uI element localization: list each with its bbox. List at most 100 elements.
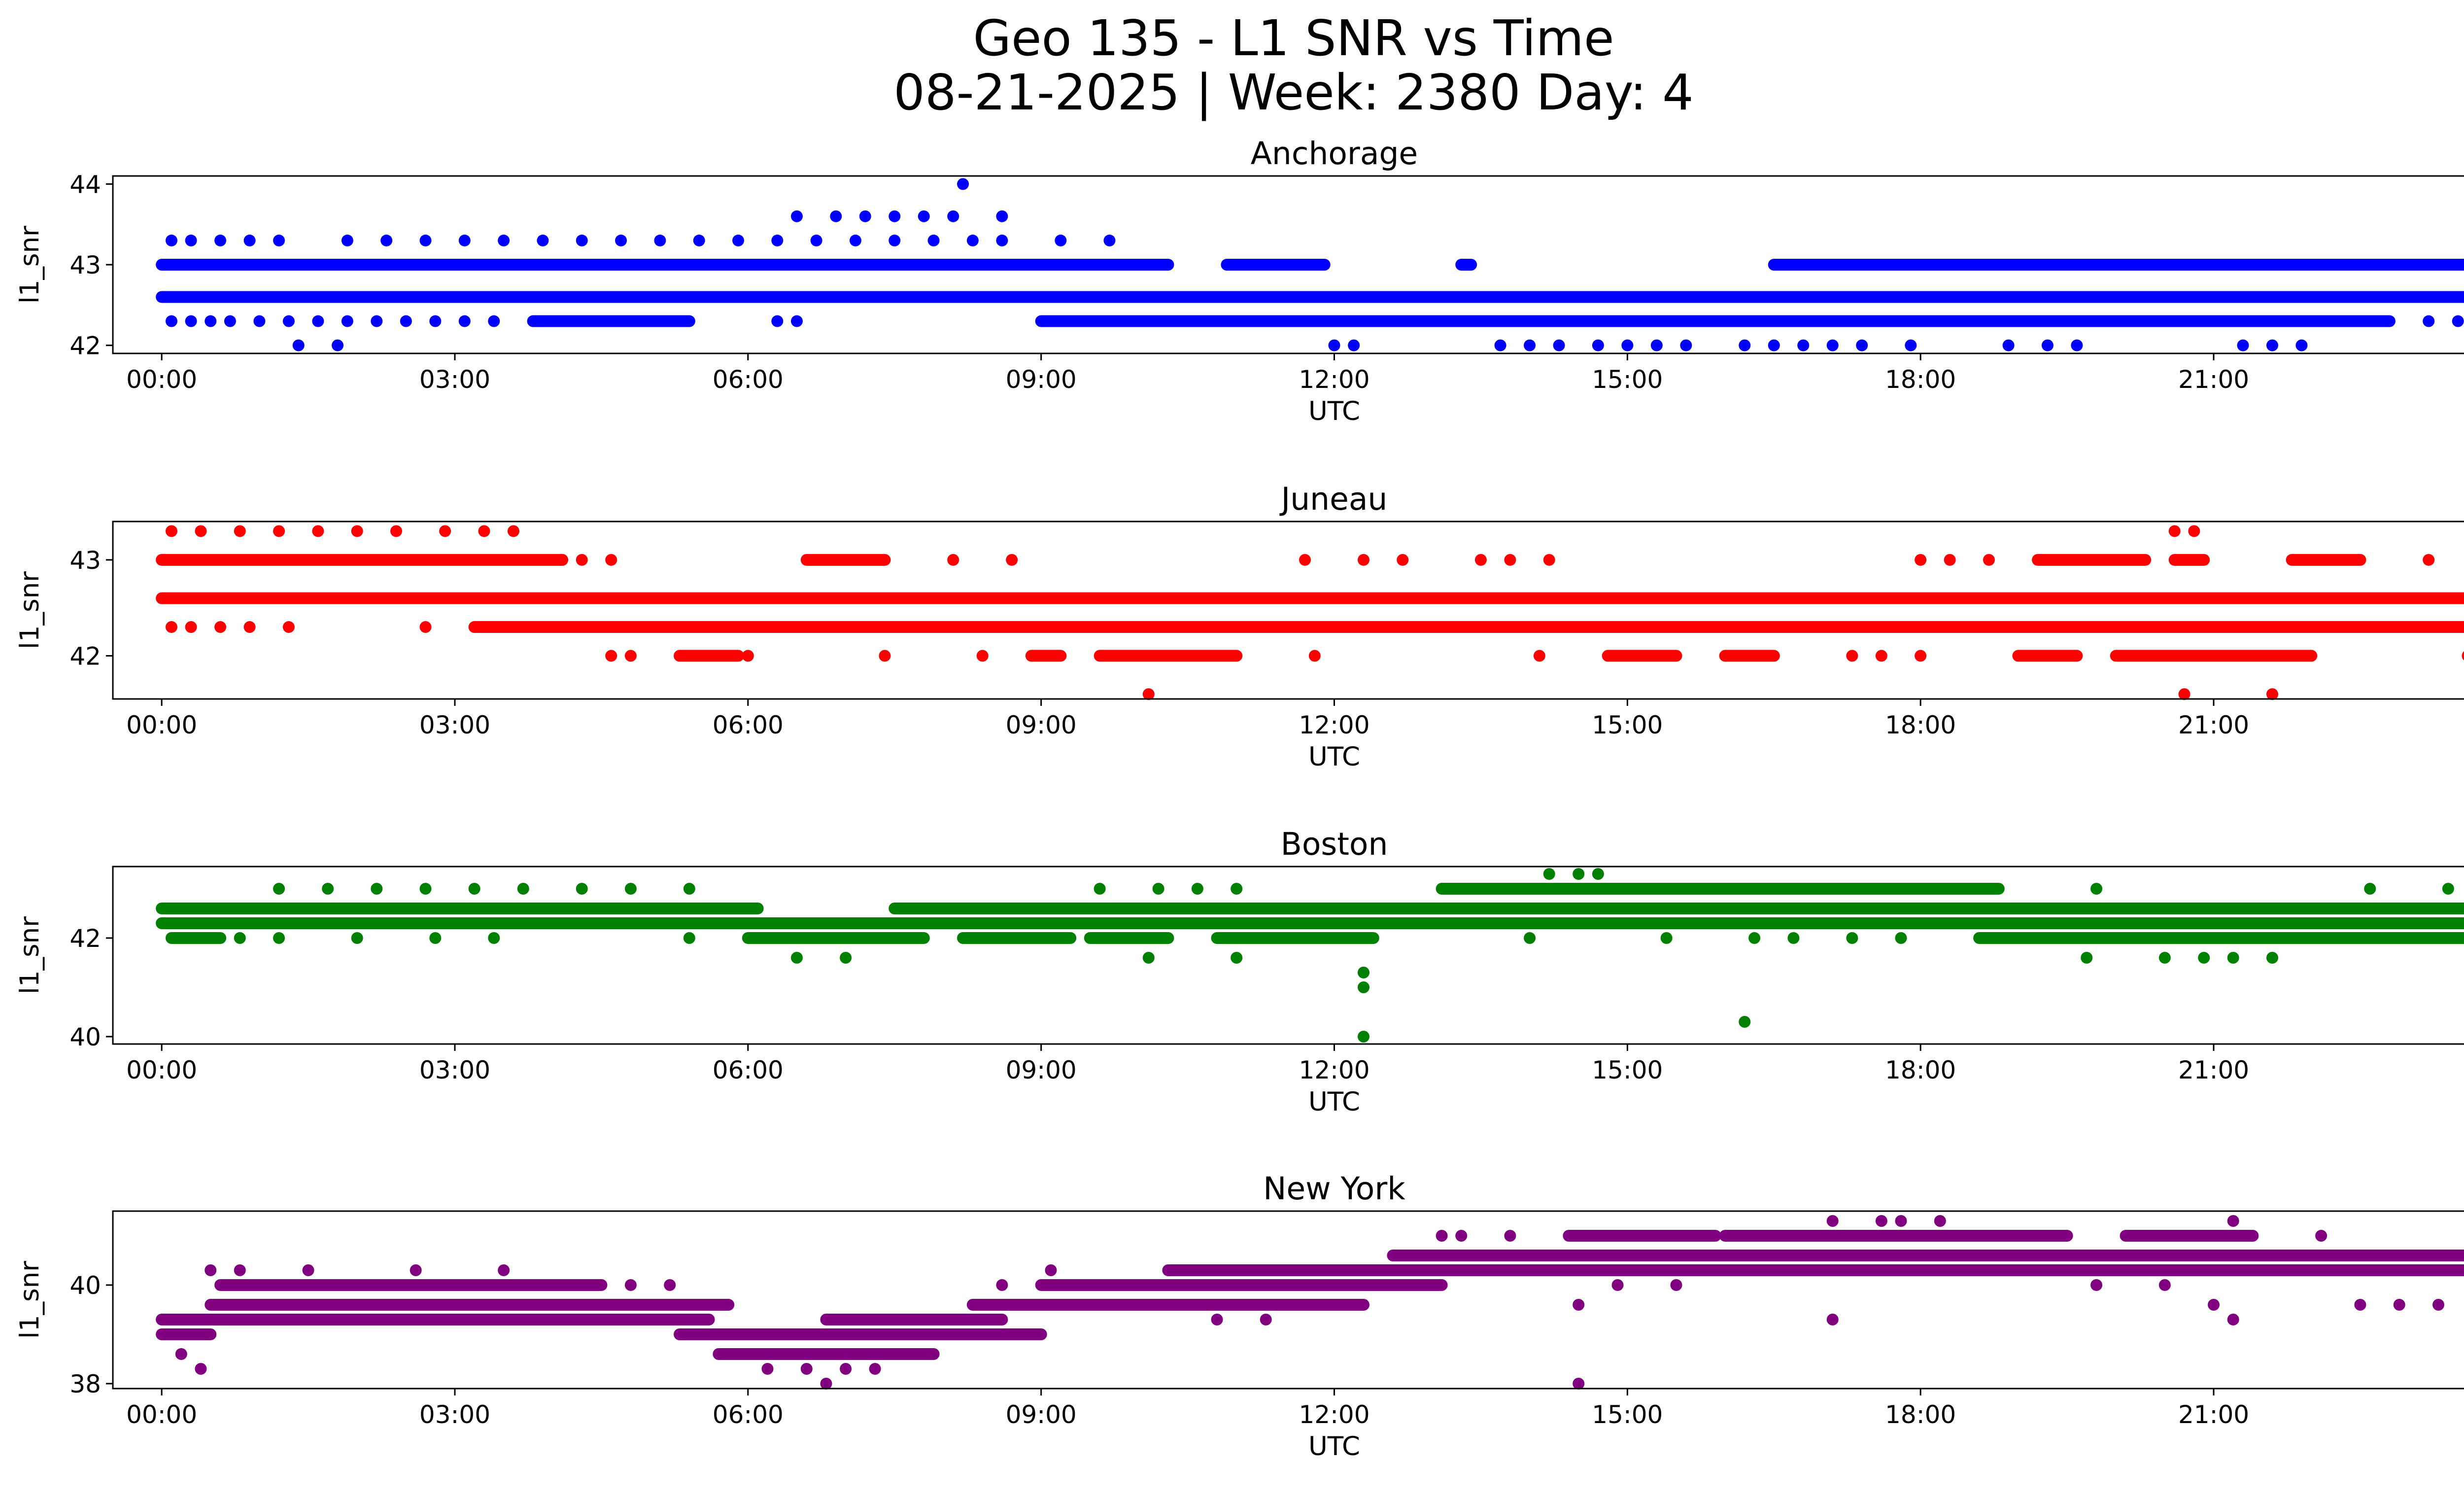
data-point	[947, 554, 959, 566]
data-band	[2120, 1230, 2259, 1242]
data-point	[498, 1264, 510, 1276]
x-tick-label: 09:00	[1006, 1056, 1077, 1084]
figure-subtitle: 08-21-2025 | Week: 2380 Day: 4	[893, 64, 1693, 121]
data-point	[537, 234, 549, 246]
data-point	[996, 1279, 1008, 1291]
data-band	[527, 315, 695, 327]
data-band	[156, 1328, 217, 1340]
data-point	[2462, 1251, 2464, 1260]
data-point	[1826, 1314, 1839, 1325]
data-point	[2354, 1299, 2366, 1311]
data-point	[488, 932, 500, 944]
data-point	[2227, 1314, 2239, 1325]
y-axis-label: l1_snr	[15, 916, 45, 994]
data-point	[1680, 339, 1692, 351]
data-point	[429, 315, 442, 327]
x-tick-label: 18:00	[1885, 1400, 1956, 1429]
data-band	[1094, 650, 1243, 662]
data-point	[2168, 525, 2181, 537]
x-tick-label: 12:00	[1299, 1400, 1369, 1429]
data-point	[1758, 1230, 1770, 1242]
data-point	[683, 932, 695, 944]
y-tick-label: 43	[69, 251, 101, 279]
data-point	[849, 234, 861, 246]
data-point	[195, 525, 207, 537]
data-point	[1739, 339, 1751, 351]
data-point	[380, 234, 393, 246]
data-point	[889, 210, 901, 222]
data-point	[1826, 1215, 1839, 1227]
data-point	[458, 315, 471, 327]
data-point	[957, 178, 969, 190]
data-band	[1162, 1264, 2464, 1276]
data-point	[1191, 883, 1203, 895]
data-point	[2237, 339, 2249, 351]
data-point	[1142, 952, 1155, 964]
data-band	[1719, 1230, 2073, 1242]
data-band	[1211, 932, 1379, 944]
data-point	[771, 234, 784, 246]
x-tick-label: 18:00	[1885, 711, 1956, 739]
data-point	[605, 650, 617, 662]
y-tick-label: 42	[69, 332, 101, 360]
data-point	[282, 315, 295, 327]
data-point	[2002, 339, 2015, 351]
data-point	[2383, 1250, 2396, 1261]
data-point	[1826, 339, 1839, 351]
data-point	[1846, 932, 1858, 944]
data-point	[410, 1264, 422, 1276]
data-band	[1768, 259, 2464, 271]
data-band	[1973, 932, 2464, 944]
data-point	[1611, 1279, 1624, 1291]
y-tick-label: 44	[69, 170, 101, 199]
y-tick-label: 43	[69, 546, 101, 575]
data-point	[790, 315, 803, 327]
data-point	[1543, 868, 1555, 880]
data-point	[1944, 554, 1956, 566]
data-point	[185, 621, 197, 633]
data-point	[1357, 554, 1369, 566]
data-point	[1474, 554, 1487, 566]
data-point	[312, 525, 324, 537]
x-tick-label: 06:00	[713, 711, 784, 739]
data-point	[214, 234, 227, 246]
data-band	[2032, 554, 2152, 566]
data-point	[996, 210, 1008, 222]
data-band	[156, 917, 2464, 929]
data-point	[576, 554, 588, 566]
data-point	[234, 932, 246, 944]
data-point	[1621, 339, 1634, 351]
x-tick-label: 21:00	[2178, 1400, 2249, 1429]
x-tick-label: 12:00	[1299, 711, 1369, 739]
subplot-title: Juneau	[1279, 481, 1388, 517]
data-point	[683, 883, 695, 895]
data-point	[840, 1363, 852, 1375]
data-point	[1231, 883, 1243, 895]
data-point	[664, 1279, 676, 1291]
data-point	[1142, 688, 1155, 700]
data-band	[820, 1314, 1008, 1325]
data-point	[1787, 932, 1800, 944]
data-point	[1357, 967, 1369, 978]
data-band	[2012, 650, 2083, 662]
data-point	[2393, 1299, 2405, 1311]
data-point	[1308, 650, 1321, 662]
data-point	[624, 650, 637, 662]
data-point	[830, 210, 842, 222]
data-point	[2432, 1299, 2445, 1311]
data-point	[1533, 650, 1545, 662]
data-point	[1670, 1279, 1682, 1291]
series-points	[156, 868, 2464, 1043]
data-point	[1983, 554, 1995, 566]
data-band	[2168, 554, 2210, 566]
data-point	[165, 525, 177, 537]
data-point	[1573, 1378, 1585, 1390]
data-point	[1231, 952, 1243, 964]
data-point	[371, 315, 383, 327]
y-axis-label: l1_snr	[15, 226, 45, 304]
data-point	[2423, 554, 2435, 566]
subplot-title: New York	[1263, 1171, 1405, 1207]
x-tick-label: 09:00	[1006, 365, 1077, 394]
data-point	[1748, 932, 1761, 944]
